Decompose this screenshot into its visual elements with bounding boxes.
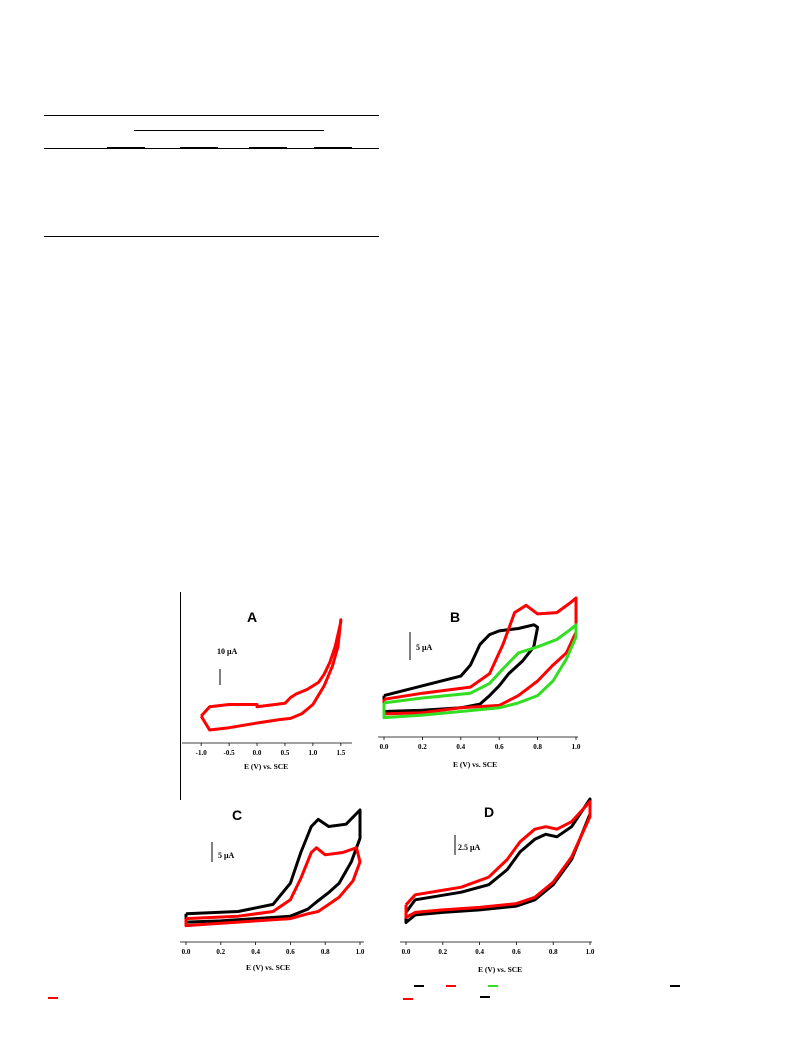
panel-a-tick-label: 1.5 [336,749,345,757]
legend-mark-5 [670,985,680,987]
panel-a-series-red [199,618,343,732]
panel-c-tick-label: 0.4 [251,948,260,956]
panel-d-tick-label: 0.0 [402,948,411,956]
panel-a-tick-label: 1.0 [309,749,318,757]
panel-d-xlabel: E (V) vs. SCE [478,965,522,974]
panel-d-series-black [404,797,592,924]
panel-b-chart: B 5 μA 0.0 0.2 0.4 0.6 0.8 1.0 E (V) vs. SCE [378,596,581,769]
panel-c-tick-label: 0.2 [216,948,225,956]
panel-b-tick-label: 0.6 [495,743,504,751]
panel-a-tick-label: -0.5 [224,749,236,757]
panel-c-tick-label: 0.6 [286,948,295,956]
panel-d-tick-label: 0.2 [438,948,447,956]
legend-mark-3 [446,985,456,987]
table-col-rule-3 [249,147,287,149]
table-col-rule-4 [314,147,352,149]
legend-mark-7 [480,996,490,998]
panel-b-xlabel: E (V) vs. SCE [453,760,497,769]
panel-a-chart: A 10 μA -1.0 -0.5 0.0 0.5 1.0 1.5 E (V) vs. S… [182,609,352,771]
panel-c-scale-label: 5 μA [218,851,235,860]
legend-mark-6 [403,998,413,1000]
panel-b-label: B [450,609,460,625]
panel-d-series-red [404,800,592,919]
panel-b-scale-label: 5 μA [416,643,433,652]
panel-c-tick-label: 1.0 [356,948,365,956]
panel-b: B 5 μA 0.0 0.2 0.4 0.6 0.8 1.0 E (V) vs. SCE [378,590,588,775]
panel-d-tick-label: 0.4 [475,948,484,956]
panel-a-tick-label: -1.0 [196,749,208,757]
table-top-rule [44,115,379,116]
panel-d-chart: D 2.5 μA 0.0 0.2 0.4 0.6 0.8 1.0 E (V) vs. SC… [400,797,595,974]
panel-a-tick-label: 0.0 [253,749,262,757]
panel-d-scale-label: 2.5 μA [458,843,481,852]
panel-c-tick-label: 0.8 [321,948,330,956]
panel-d-tick-label: 1.0 [586,948,595,956]
panel-c-series-black [184,808,362,924]
table-group-rule [134,130,324,131]
panel-a-scale-label: 10 μA [217,647,238,656]
panel-b-tick-label: 0.4 [456,743,465,751]
legend-mark-1 [48,997,58,999]
figure-left-border [180,592,181,800]
panel-d-tick-label: 0.6 [512,948,521,956]
panel-a-xlabel: E (V) vs. SCE [244,762,288,771]
table-bottom-rule [44,236,379,237]
panel-c-xlabel: E (V) vs. SCE [246,963,290,972]
panel-d-tick-label: 0.8 [549,948,558,956]
panel-b-series-red [382,596,578,716]
panel-b-tick-label: 0.8 [533,743,542,751]
table-col-rule-2 [180,147,218,149]
legend-mark-2 [414,985,424,987]
panel-b-tick-label: 0.0 [380,743,389,751]
panel-a-tick-label: 0.5 [281,749,290,757]
panel-d: D 2.5 μA 0.0 0.2 0.4 0.6 0.8 1.0 E (V) vs. SC… [400,795,600,980]
panel-b-tick-label: 0.2 [418,743,427,751]
panel-a: A 10 μA -1.0 -0.5 0.0 0.5 1.0 1.5 E (V) vs. S… [182,600,362,780]
panel-d-label: D [484,804,494,820]
legend-mark-4 [488,985,498,987]
panel-c-tick-label: 0.0 [182,948,191,956]
table-col-rule-1 [107,147,145,149]
panel-c-label: C [232,807,242,823]
panel-a-label: A [247,609,257,625]
panel-c: C 5 μA 0.0 0.2 0.4 0.6 0.8 1.0 E (V) vs. SCE [180,800,370,980]
panel-c-chart: C 5 μA 0.0 0.2 0.4 0.6 0.8 1.0 E (V) vs. SCE [180,807,365,972]
panel-b-series-green [382,623,578,720]
panel-c-series-red [184,846,362,928]
panel-b-tick-label: 1.0 [572,743,581,751]
